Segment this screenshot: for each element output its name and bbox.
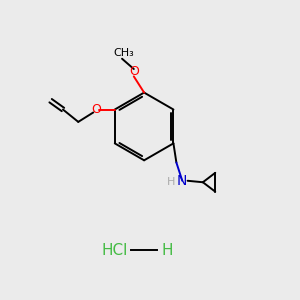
- Text: HCl: HCl: [101, 243, 128, 258]
- Text: N: N: [177, 174, 188, 188]
- Text: O: O: [129, 64, 139, 78]
- Text: CH₃: CH₃: [113, 48, 134, 59]
- Text: H: H: [162, 243, 173, 258]
- Text: H: H: [167, 177, 175, 187]
- Text: O: O: [92, 103, 101, 116]
